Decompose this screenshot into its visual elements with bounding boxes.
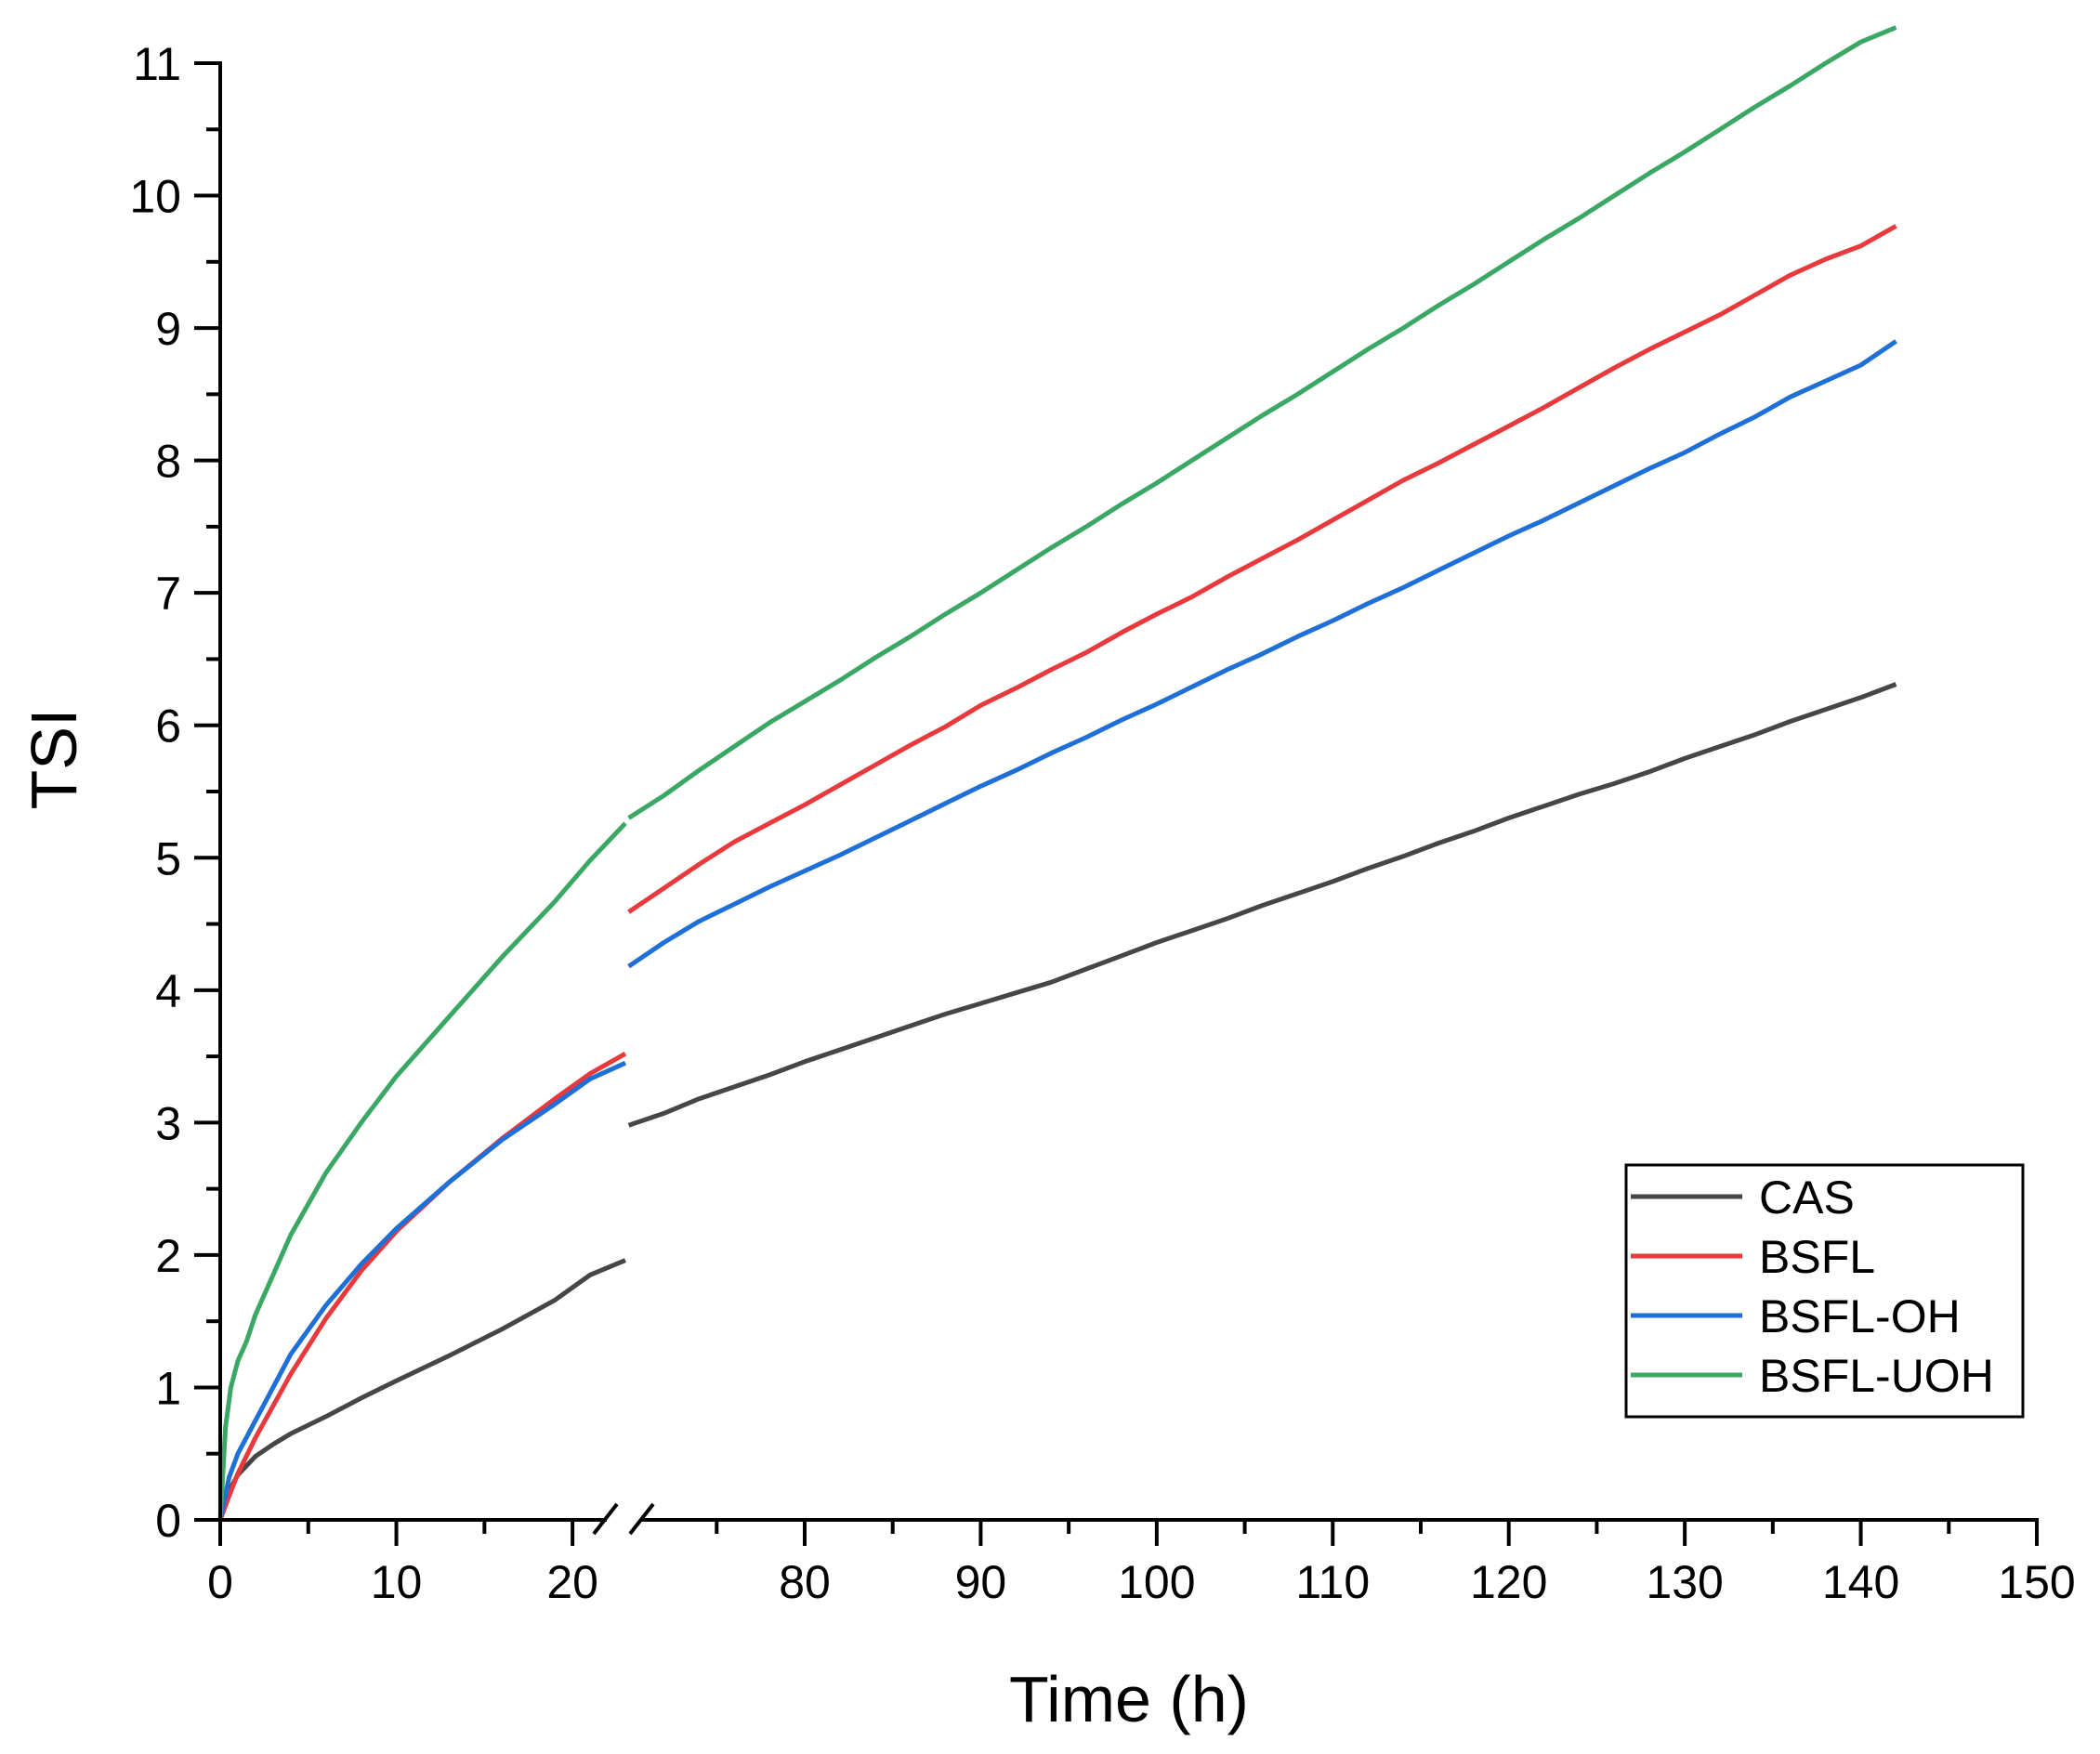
y-tick-label: 5 — [155, 832, 181, 884]
x-tick-label: 10 — [371, 1556, 423, 1608]
y-tick-label: 9 — [155, 303, 181, 355]
y-tick-label: 0 — [155, 1495, 181, 1547]
legend-label-cas: CAS — [1759, 1172, 1855, 1224]
x-tick-label: 150 — [1998, 1556, 2075, 1608]
x-tick-label: 80 — [779, 1556, 831, 1608]
y-tick-label: 11 — [133, 38, 181, 90]
y-tick-label: 1 — [155, 1362, 181, 1414]
x-tick-label: 0 — [207, 1556, 233, 1608]
y-tick-label: 10 — [129, 171, 181, 223]
series-line-bsfl-oh-early — [217, 1060, 627, 1521]
y-tick-label: 6 — [155, 700, 181, 753]
y-axis-title: TSI — [18, 709, 90, 810]
y-tick-label: 7 — [155, 568, 181, 620]
legend-label-bsfl-oh: BSFL-OH — [1759, 1290, 1961, 1342]
x-tick-label: 140 — [1822, 1556, 1899, 1608]
x-tick-label: 20 — [546, 1556, 598, 1608]
x-tick-label: 110 — [1295, 1556, 1370, 1608]
legend: CAS BSFL BSFL-OH BSFL-UOH — [1624, 1163, 2025, 1419]
y-tick-label: 8 — [155, 436, 181, 488]
series-line-bsfl-uoh-late — [627, 25, 1897, 820]
axis-break-mark-right — [628, 1502, 655, 1536]
series-line-bsfl-uoh-early — [217, 821, 627, 1521]
axis-break-mark-left — [592, 1502, 619, 1536]
series-line-bsfl-late — [627, 224, 1897, 914]
legend-label-bsfl-uoh: BSFL-UOH — [1759, 1350, 1994, 1402]
x-tick-label: 130 — [1646, 1556, 1723, 1608]
x-tick-label: 120 — [1470, 1556, 1547, 1608]
y-tick-label: 2 — [155, 1230, 181, 1282]
x-axis-title: Time (h) — [1009, 1663, 1249, 1735]
series-line-cas-late — [627, 682, 1897, 1128]
y-tick-label: 4 — [155, 965, 181, 1017]
plot-area — [217, 25, 1897, 1521]
x-tick-label: 90 — [955, 1556, 1007, 1608]
x-tick-label: 100 — [1118, 1556, 1195, 1608]
legend-label-bsfl: BSFL — [1759, 1231, 1875, 1283]
series-line-bsfl-oh-late — [627, 339, 1897, 969]
y-tick-label: 3 — [155, 1097, 181, 1149]
series-line-bsfl-early — [217, 1052, 627, 1521]
